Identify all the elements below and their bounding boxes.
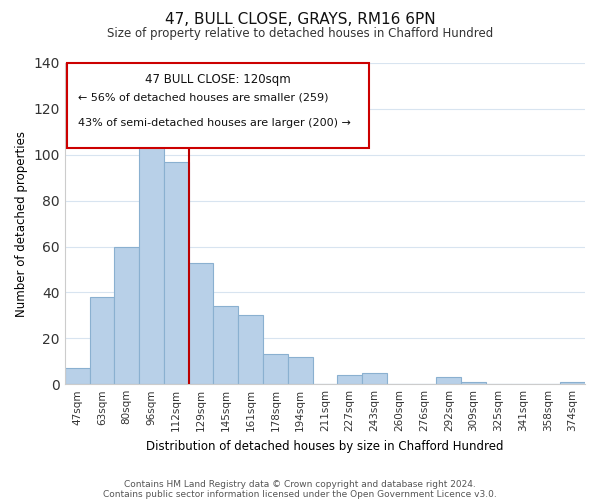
Bar [362,372,387,384]
Bar [214,306,238,384]
Text: 47, BULL CLOSE, GRAYS, RM16 6PN: 47, BULL CLOSE, GRAYS, RM16 6PN [164,12,436,28]
Bar [139,122,164,384]
Bar [560,382,585,384]
Bar [337,375,362,384]
Bar [188,262,214,384]
Text: Size of property relative to detached houses in Chafford Hundred: Size of property relative to detached ho… [107,28,493,40]
Text: Contains public sector information licensed under the Open Government Licence v3: Contains public sector information licen… [103,490,497,499]
FancyBboxPatch shape [67,63,369,148]
Text: ← 56% of detached houses are smaller (259): ← 56% of detached houses are smaller (25… [78,92,328,102]
Bar [115,246,139,384]
Bar [263,354,288,384]
Text: 43% of semi-detached houses are larger (200) →: 43% of semi-detached houses are larger (… [78,118,350,128]
Bar [238,316,263,384]
Text: Contains HM Land Registry data © Crown copyright and database right 2024.: Contains HM Land Registry data © Crown c… [124,480,476,489]
Bar [461,382,486,384]
Y-axis label: Number of detached properties: Number of detached properties [15,130,28,316]
Bar [89,297,115,384]
Bar [288,356,313,384]
Text: 47 BULL CLOSE: 120sqm: 47 BULL CLOSE: 120sqm [145,72,291,86]
Bar [164,162,188,384]
X-axis label: Distribution of detached houses by size in Chafford Hundred: Distribution of detached houses by size … [146,440,503,452]
Bar [65,368,89,384]
Bar [436,378,461,384]
